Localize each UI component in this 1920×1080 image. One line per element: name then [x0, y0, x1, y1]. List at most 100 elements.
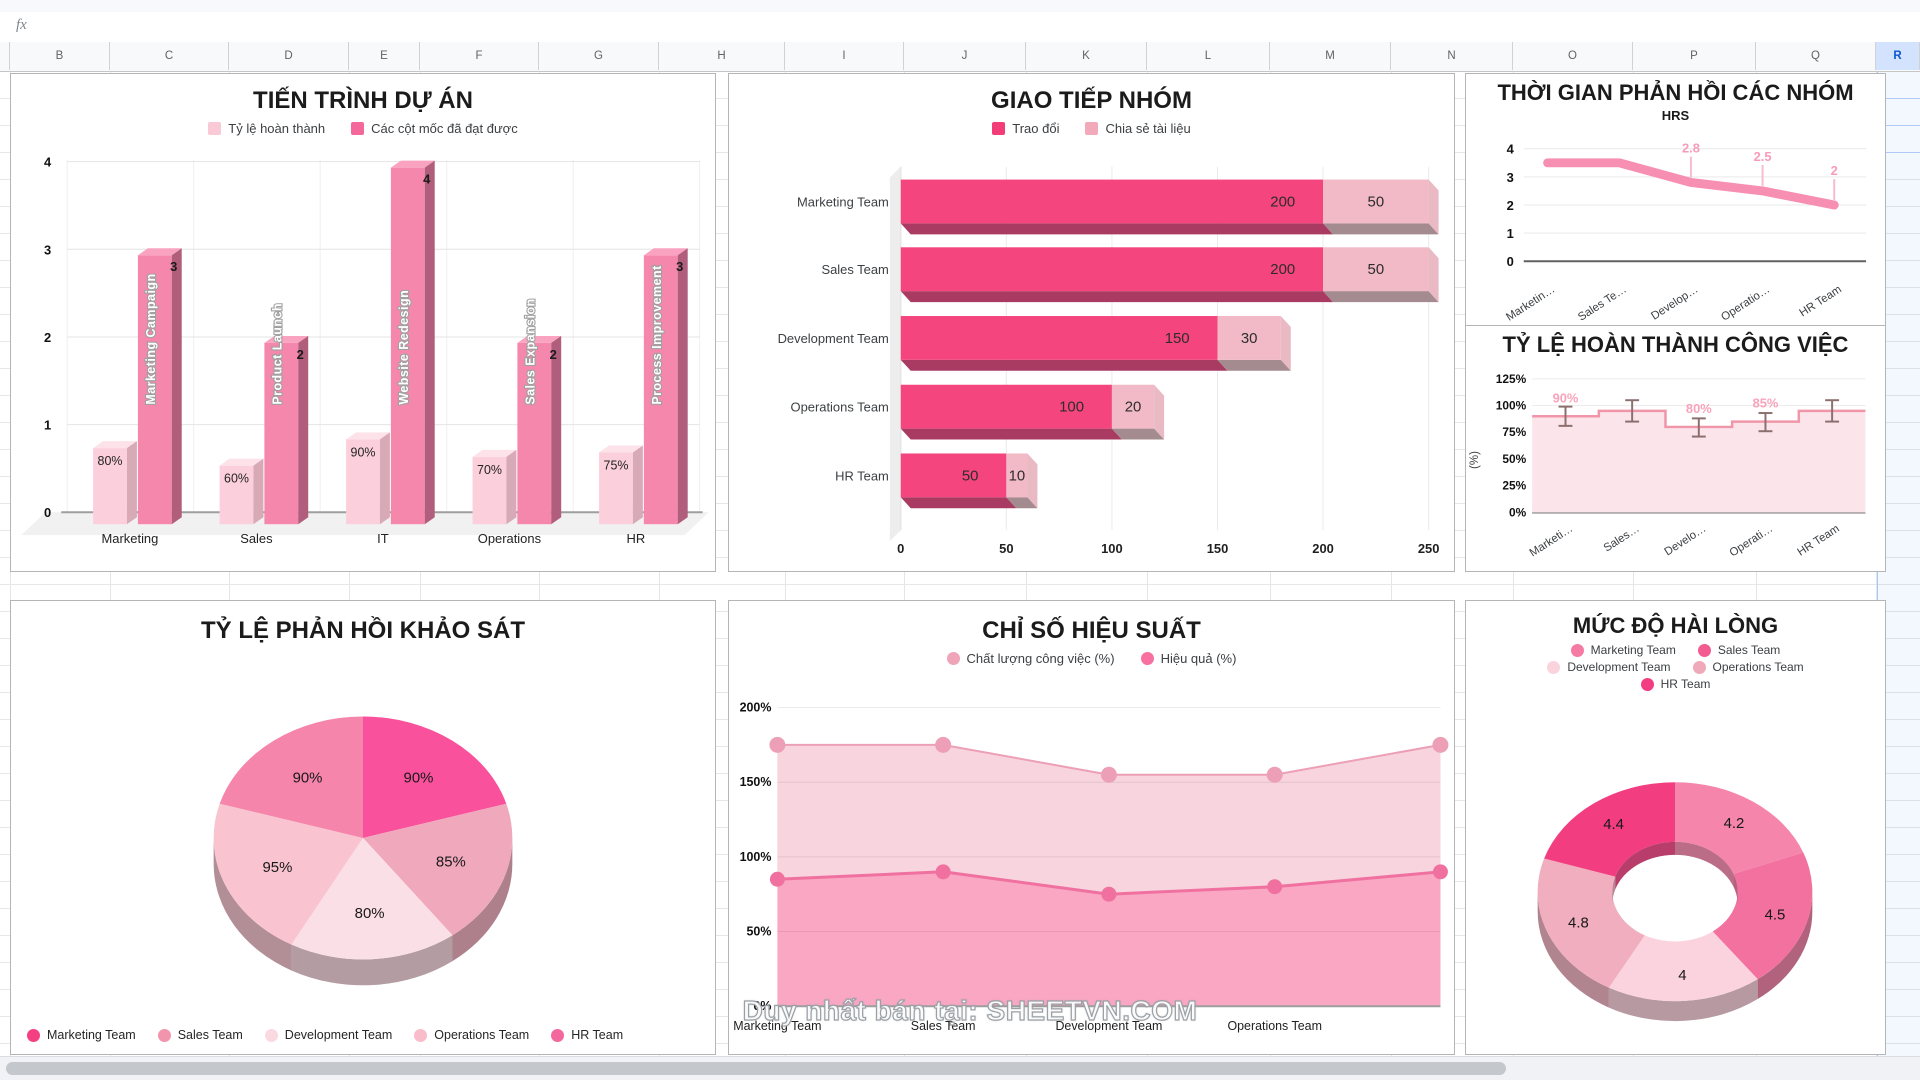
chart-panel-task-completion[interactable]: TỶ LỆ HOÀN THÀNH CÔNG VIỆC (%) 0% 25% 50% 7… — [1465, 325, 1886, 572]
svg-text:Operations Team: Operations Team — [1227, 1019, 1321, 1033]
legend-item: Development Team — [264, 1028, 392, 1042]
horizontal-scrollbar[interactable] — [0, 1056, 1920, 1080]
chart-subtitle: HRS — [1661, 108, 1690, 123]
svg-text:50%: 50% — [747, 925, 772, 939]
svg-text:Marketing Campaign: Marketing Campaign — [144, 273, 158, 404]
column-header-C[interactable]: C — [110, 42, 229, 70]
svg-text:100%: 100% — [1496, 399, 1527, 413]
svg-text:90%: 90% — [1553, 390, 1579, 405]
watermark: Duy nhất bán tại: SHEETVN.COM — [742, 994, 1198, 1026]
svg-text:2: 2 — [297, 347, 304, 362]
chart-title: MỨC ĐỘ HÀI LÒNG — [1572, 613, 1779, 638]
column-header-E[interactable]: E — [349, 42, 420, 70]
svg-text:250: 250 — [1418, 541, 1440, 556]
chart-panel-performance-index[interactable]: CHỈ SỐ HIỆU SUẤT Chất lượng công việc (%… — [728, 600, 1455, 1055]
scrollbar-thumb[interactable] — [6, 1062, 1506, 1075]
svg-text:3: 3 — [44, 242, 51, 257]
chart-panel-team-communication[interactable]: GIAO TIẾP NHÓM Trao đổi Chia sẻ tài liệu … — [728, 73, 1455, 572]
chart-legend: Marketing Team Sales Team Development Team… — [1508, 643, 1844, 691]
svg-text:80%: 80% — [1686, 401, 1712, 416]
column-header-D[interactable]: D — [229, 42, 349, 70]
svg-text:10: 10 — [1009, 467, 1026, 484]
column-header-Q[interactable]: Q — [1756, 42, 1876, 70]
legend-item: Tỷ lệ hoàn thành — [208, 121, 325, 136]
column-header-R[interactable]: R — [1876, 42, 1920, 70]
column-header-P[interactable]: P — [1633, 42, 1756, 70]
chart-title: TỶ LỆ HOÀN THÀNH CÔNG VIỆC — [1502, 332, 1849, 357]
svg-text:Marketing: Marketing — [102, 531, 159, 546]
svg-text:100: 100 — [1059, 399, 1084, 416]
svg-text:Product Launch: Product Launch — [270, 303, 284, 405]
legend-square-marker — [1085, 122, 1099, 135]
legend-circle-marker — [27, 1028, 40, 1042]
svg-text:Operatio…: Operatio… — [1719, 284, 1772, 324]
chart-panel-satisfaction[interactable]: MỨC ĐỘ HÀI LÒNG Marketing Team Sales Team… — [1465, 600, 1886, 1055]
column-header-N[interactable]: N — [1391, 42, 1513, 70]
legend-item: Sales Team — [1697, 643, 1780, 657]
legend-item: Marketing Team — [1570, 643, 1676, 657]
legend-label: Các cột mốc đã đạt được — [371, 121, 518, 136]
svg-text:2.8: 2.8 — [1682, 141, 1700, 156]
legend-label: Chất lượng công việc (%) — [966, 651, 1115, 666]
svg-text:90%: 90% — [351, 445, 376, 459]
svg-text:HR Team: HR Team — [1796, 523, 1842, 559]
legend-square-marker — [992, 122, 1006, 135]
svg-text:Sales Te…: Sales Te… — [1576, 284, 1629, 324]
column-header-H[interactable]: H — [659, 42, 785, 70]
legend-circle-marker — [264, 1028, 278, 1042]
svg-text:Develo…: Develo… — [1663, 523, 1709, 559]
svg-text:4: 4 — [1678, 967, 1686, 984]
svg-text:3: 3 — [170, 259, 177, 274]
svg-text:IT: IT — [377, 531, 389, 546]
legend-circle-marker — [1547, 660, 1561, 674]
svg-text:1: 1 — [44, 418, 51, 433]
legend-circle-marker — [1640, 677, 1654, 691]
svg-text:2: 2 — [550, 347, 557, 362]
svg-text:20: 20 — [1125, 399, 1142, 416]
legend-item: Chất lượng công việc (%) — [946, 651, 1115, 666]
column-header-J[interactable]: J — [904, 42, 1026, 70]
svg-text:Marketing Team: Marketing Team — [733, 1019, 821, 1033]
chart-panel-project-progress[interactable]: TIẾN TRÌNH DỰ ÁN Tỷ lệ hoàn thành Các cột… — [10, 73, 716, 572]
column-header-B[interactable]: B — [10, 42, 110, 70]
legend-square-marker — [351, 122, 365, 135]
chart-panel-response-time[interactable]: THỜI GIAN PHẢN HỒI CÁC NHÓM HRS 0 1 2 3 4 2.8… — [1465, 73, 1886, 325]
svg-text:150: 150 — [1207, 541, 1229, 556]
chart-title: GIAO TIẾP NHÓM — [991, 87, 1192, 114]
project-progress-chart: 0 1 2 3 4 Marketing Sales IT Operations HR 80% 3 Mar… — [21, 155, 709, 546]
svg-text:4: 4 — [423, 172, 431, 187]
svg-text:3: 3 — [1507, 170, 1514, 185]
svg-text:90%: 90% — [404, 770, 434, 787]
svg-text:200: 200 — [1312, 541, 1334, 556]
column-header-K[interactable]: K — [1026, 42, 1147, 70]
svg-text:Marketi…: Marketi… — [1528, 523, 1575, 560]
svg-text:Development Team: Development Team — [1055, 1019, 1162, 1033]
svg-text:Development Team: Development Team — [778, 331, 889, 346]
performance-index-chart: 0% 50% 100% 150% 200% Marketing Team Sales Tea… — [733, 701, 1449, 1033]
column-header-F[interactable]: F — [420, 42, 539, 70]
legend-item: Operations Team — [1692, 660, 1804, 674]
chart-panel-survey-response[interactable]: TỶ LỆ PHẢN HỒI KHẢO SÁT 90% 85% 80% 95% 90% … — [10, 600, 716, 1055]
legend-label: Chia sẻ tài liệu — [1105, 121, 1191, 136]
column-header-O[interactable]: O — [1513, 42, 1633, 70]
column-header-G[interactable]: G — [539, 42, 659, 70]
formula-bar[interactable]: fx — [0, 12, 1920, 43]
legend-label: Marketing Team — [1590, 643, 1676, 657]
legend-item: Operations Team — [414, 1028, 529, 1042]
column-header-M[interactable]: M — [1270, 42, 1391, 70]
svg-text:0%: 0% — [1509, 505, 1527, 519]
svg-text:HR: HR — [627, 531, 646, 546]
survey-response-chart: 90% 85% 80% 95% 90% — [213, 716, 513, 986]
svg-text:Operati…: Operati… — [1728, 523, 1775, 560]
legend-item: Các cột mốc đã đạt được — [351, 121, 518, 136]
chart-legend: Trao đổi Chia sẻ tài liệu — [729, 121, 1454, 136]
legend-square-marker — [208, 122, 222, 135]
toolbar-strip — [0, 0, 1920, 12]
column-header-L[interactable]: L — [1147, 42, 1270, 70]
column-header-I[interactable]: I — [785, 42, 904, 70]
svg-text:150: 150 — [1165, 330, 1190, 347]
svg-text:25%: 25% — [1502, 479, 1526, 493]
svg-text:125%: 125% — [1496, 372, 1527, 386]
